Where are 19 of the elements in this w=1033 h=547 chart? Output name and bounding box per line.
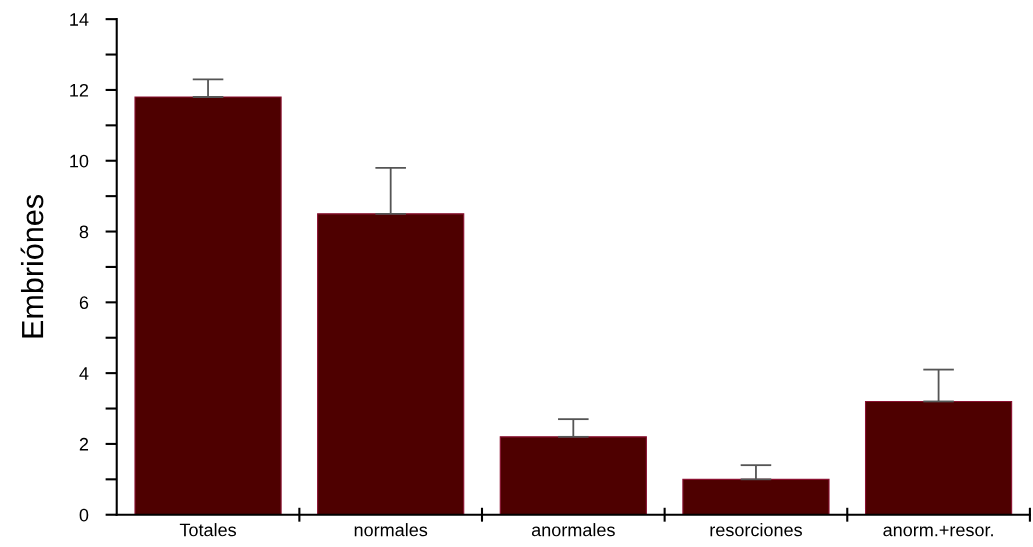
bar <box>317 213 465 515</box>
x-tick-label: anorm.+resor. <box>883 525 993 537</box>
y-tick-label: 4 <box>79 367 89 380</box>
y-tick-label: 2 <box>79 437 89 451</box>
y-tick-label: 14 <box>70 13 89 26</box>
x-tick-label: resorciones <box>710 523 802 537</box>
y-tick-label: 8 <box>79 225 89 239</box>
y-tick-label: 0 <box>79 508 89 522</box>
y-tick-label: 6 <box>79 296 89 310</box>
bar <box>499 436 647 515</box>
bar <box>682 478 830 515</box>
y-tick-label: 12 <box>70 83 89 97</box>
bar <box>134 96 282 515</box>
x-tick-label: anormales <box>531 523 615 537</box>
bar <box>864 400 1013 515</box>
x-tick-label: normales <box>354 523 428 537</box>
y-axis-title: Embriónes <box>20 195 44 338</box>
y-tick-label: 10 <box>70 154 89 168</box>
x-tick-label: Totales <box>179 523 236 537</box>
